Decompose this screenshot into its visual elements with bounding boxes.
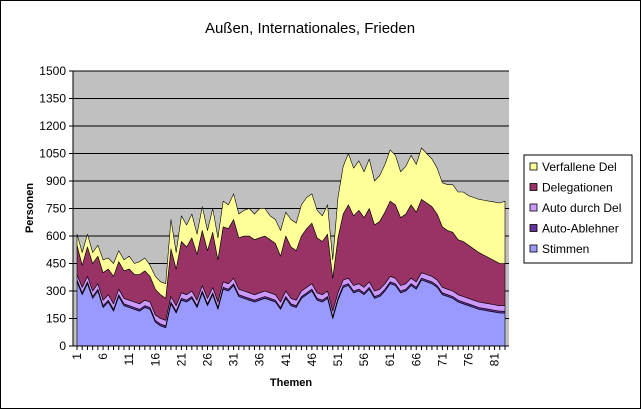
- x-tick-label-81: 81: [488, 353, 502, 367]
- x-tick-label-36: 36: [253, 353, 267, 367]
- legend: Verfallene Del Delegationen Auto durch Del…: [523, 154, 633, 264]
- series-area-verfallene-del: [76, 147, 506, 299]
- x-tick-label-31: 31: [227, 353, 241, 367]
- x-tick-label-71: 71: [435, 353, 449, 367]
- x-tick-labels: 1 6 11 16 21 26 31 36 41 46 51 56 61 66 71 76 81: [70, 353, 502, 367]
- axes: [69, 70, 509, 350]
- x-tick-label-1: 1: [70, 353, 84, 360]
- legend-box: [523, 154, 633, 264]
- legend-label-verfallene-del: Verfallene Del: [542, 160, 617, 174]
- x-tick-label-6: 6: [96, 353, 110, 360]
- y-tick-label-8: 1200: [39, 119, 66, 133]
- legend-swatch-stimmen: [529, 244, 538, 253]
- y-tick-label-3: 450: [46, 257, 66, 271]
- x-tick-label-76: 76: [461, 353, 475, 367]
- y-tick-labels: 0 150 300 450 600 750 900 1050 1200 1350 1500: [39, 64, 66, 353]
- y-tick-label-5: 750: [46, 202, 66, 216]
- x-tick-label-16: 16: [148, 353, 162, 367]
- legend-label-auto-durch-del: Auto durch Del: [542, 201, 621, 215]
- x-tick-label-61: 61: [383, 353, 397, 367]
- legend-swatch-auto-durch-del: [529, 203, 538, 212]
- x-tick-label-66: 66: [409, 353, 423, 367]
- y-tick-label-0: 0: [59, 339, 66, 353]
- x-tick-label-11: 11: [122, 353, 136, 366]
- legend-swatch-auto-ablehner: [529, 224, 538, 232]
- x-axis-label: Themen: [270, 377, 312, 389]
- x-tick-label-21: 21: [174, 353, 188, 367]
- y-tick-label-2: 300: [46, 284, 66, 298]
- y-tick-label-1: 150: [46, 312, 66, 326]
- legend-swatch-delegationen: [529, 183, 538, 191]
- legend-label-stimmen: Stimmen: [542, 242, 589, 256]
- y-tick-label-10: 1500: [39, 64, 66, 78]
- legend-label-delegationen: Delegationen: [542, 181, 613, 195]
- x-tick-label-51: 51: [331, 353, 345, 367]
- legend-swatch-verfallene-del: [529, 162, 538, 171]
- legend-label-auto-ablehner: Auto-Ablehner: [542, 222, 619, 236]
- chart-title: Außen, Internationales, Frieden: [205, 20, 415, 37]
- y-tick-label-7: 1050: [39, 147, 66, 161]
- series-areas: [76, 147, 506, 347]
- x-tick-label-41: 41: [279, 353, 293, 367]
- y-tick-label-9: 1350: [39, 92, 66, 106]
- x-tick-label-46: 46: [305, 353, 319, 367]
- x-tick-label-26: 26: [200, 353, 214, 367]
- y-tick-label-6: 900: [46, 174, 66, 188]
- x-tick-label-56: 56: [357, 353, 371, 367]
- y-tick-label-4: 600: [46, 229, 66, 243]
- y-axis-label: Personen: [24, 183, 36, 233]
